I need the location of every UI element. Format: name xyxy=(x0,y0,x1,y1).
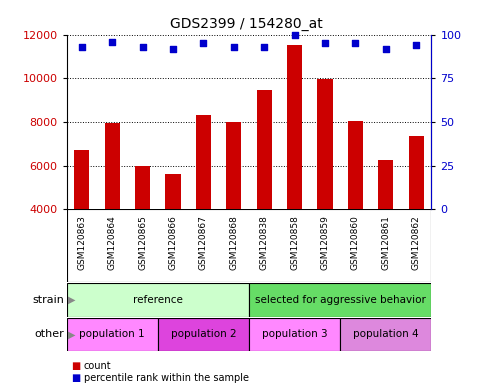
Text: population 3: population 3 xyxy=(262,329,327,339)
Text: GSM120862: GSM120862 xyxy=(412,215,421,270)
Point xyxy=(199,40,208,46)
Bar xyxy=(378,160,393,209)
Text: GSM120858: GSM120858 xyxy=(290,215,299,270)
Text: GDS2399 / 154280_at: GDS2399 / 154280_at xyxy=(170,17,323,31)
Text: ▶: ▶ xyxy=(68,295,75,305)
Text: strain: strain xyxy=(32,295,64,305)
Text: population 4: population 4 xyxy=(353,329,419,339)
Text: selected for aggressive behavior: selected for aggressive behavior xyxy=(255,295,425,305)
Text: ■: ■ xyxy=(71,361,81,371)
Text: other: other xyxy=(35,329,64,339)
Text: count: count xyxy=(84,361,111,371)
Bar xyxy=(249,318,340,351)
Text: GSM120860: GSM120860 xyxy=(351,215,360,270)
Point xyxy=(230,44,238,50)
Text: reference: reference xyxy=(133,295,183,305)
Point xyxy=(260,44,268,50)
Bar xyxy=(165,174,180,209)
Text: GSM120859: GSM120859 xyxy=(320,215,329,270)
Text: ▶: ▶ xyxy=(68,329,75,339)
Point xyxy=(169,45,177,51)
Text: ■: ■ xyxy=(71,373,81,383)
Bar xyxy=(67,283,249,317)
Point xyxy=(78,44,86,50)
Point xyxy=(139,44,146,50)
Text: GSM120865: GSM120865 xyxy=(138,215,147,270)
Text: GSM120867: GSM120867 xyxy=(199,215,208,270)
Bar xyxy=(409,136,424,209)
Text: GSM120864: GSM120864 xyxy=(107,215,117,270)
Point xyxy=(321,40,329,46)
Text: GSM120868: GSM120868 xyxy=(229,215,238,270)
Bar xyxy=(226,122,242,209)
Point xyxy=(291,31,299,38)
Bar xyxy=(135,166,150,209)
Point xyxy=(382,45,389,51)
Bar xyxy=(158,318,249,351)
Bar xyxy=(317,79,333,209)
Point xyxy=(352,40,359,46)
Bar xyxy=(340,318,431,351)
Text: GSM120866: GSM120866 xyxy=(169,215,177,270)
Text: GSM120863: GSM120863 xyxy=(77,215,86,270)
Point xyxy=(108,38,116,45)
Bar xyxy=(348,121,363,209)
Bar xyxy=(74,150,89,209)
Point xyxy=(412,42,420,48)
Bar xyxy=(105,123,120,209)
Text: population 2: population 2 xyxy=(171,329,236,339)
Bar xyxy=(256,90,272,209)
Bar xyxy=(67,318,158,351)
Text: population 1: population 1 xyxy=(79,329,145,339)
Bar xyxy=(287,45,302,209)
Text: percentile rank within the sample: percentile rank within the sample xyxy=(84,373,249,383)
Text: GSM120861: GSM120861 xyxy=(381,215,390,270)
Bar xyxy=(196,115,211,209)
Text: GSM120838: GSM120838 xyxy=(260,215,269,270)
Bar xyxy=(249,283,431,317)
